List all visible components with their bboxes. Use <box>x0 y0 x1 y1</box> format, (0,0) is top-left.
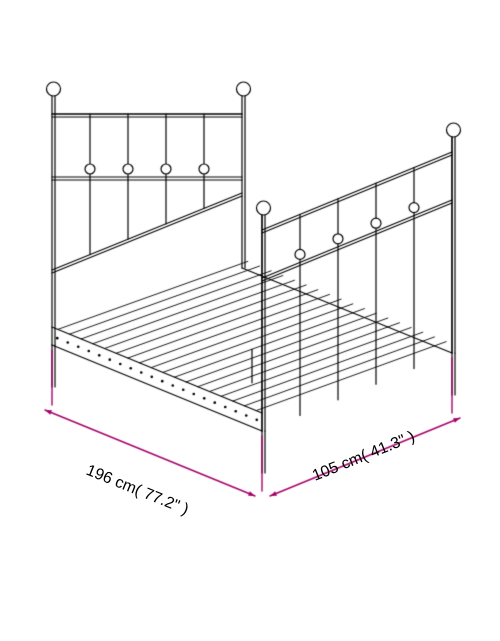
bed-dimension-diagram <box>0 0 500 641</box>
